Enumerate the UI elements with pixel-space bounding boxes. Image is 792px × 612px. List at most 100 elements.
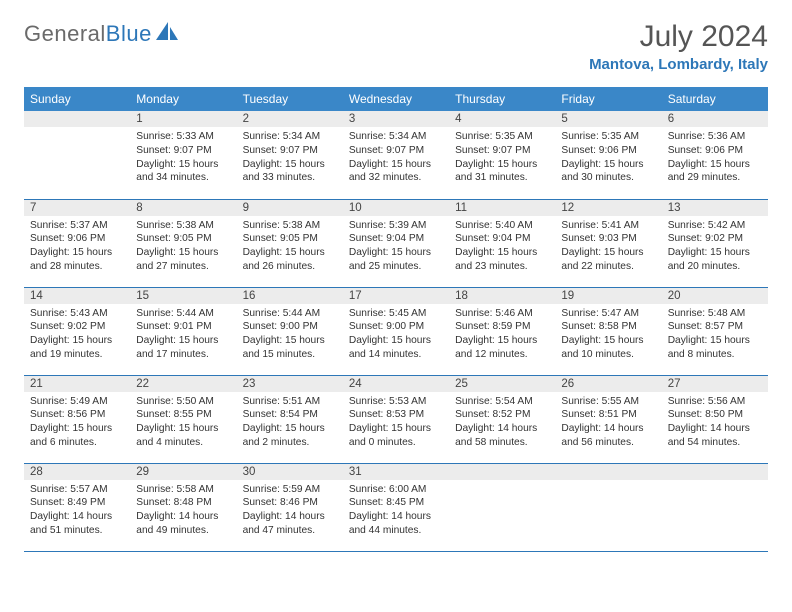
sunset-line: Sunset: 8:49 PM [30, 496, 124, 510]
day-number: 21 [24, 376, 130, 392]
daylight-line: Daylight: 15 hours and 32 minutes. [349, 158, 443, 186]
day-number: 14 [24, 288, 130, 304]
day-content: Sunrise: 5:44 AMSunset: 9:01 PMDaylight:… [130, 304, 236, 368]
day-number: 23 [237, 376, 343, 392]
sunset-line: Sunset: 9:07 PM [136, 144, 230, 158]
calendar-day-cell: 21Sunrise: 5:49 AMSunset: 8:56 PMDayligh… [24, 375, 130, 463]
calendar-day-cell: 3Sunrise: 5:34 AMSunset: 9:07 PMDaylight… [343, 111, 449, 199]
day-number [662, 464, 768, 480]
calendar-day-cell: 7Sunrise: 5:37 AMSunset: 9:06 PMDaylight… [24, 199, 130, 287]
daylight-line: Daylight: 15 hours and 0 minutes. [349, 422, 443, 450]
weekday-header: Saturday [662, 87, 768, 111]
daylight-line: Daylight: 15 hours and 14 minutes. [349, 334, 443, 362]
day-number: 26 [555, 376, 661, 392]
sunrise-line: Sunrise: 5:46 AM [455, 307, 549, 321]
day-number: 2 [237, 111, 343, 127]
day-content: Sunrise: 5:36 AMSunset: 9:06 PMDaylight:… [662, 127, 768, 191]
sunset-line: Sunset: 9:06 PM [668, 144, 762, 158]
day-number: 8 [130, 200, 236, 216]
calendar-day-cell: 2Sunrise: 5:34 AMSunset: 9:07 PMDaylight… [237, 111, 343, 199]
day-content: Sunrise: 5:53 AMSunset: 8:53 PMDaylight:… [343, 392, 449, 456]
day-content: Sunrise: 5:38 AMSunset: 9:05 PMDaylight:… [237, 216, 343, 280]
calendar-day-cell: 22Sunrise: 5:50 AMSunset: 8:55 PMDayligh… [130, 375, 236, 463]
daylight-line: Daylight: 15 hours and 26 minutes. [243, 246, 337, 274]
sunset-line: Sunset: 8:57 PM [668, 320, 762, 334]
day-number: 1 [130, 111, 236, 127]
sunset-line: Sunset: 9:01 PM [136, 320, 230, 334]
day-number: 24 [343, 376, 449, 392]
sunrise-line: Sunrise: 5:35 AM [561, 130, 655, 144]
daylight-line: Daylight: 15 hours and 25 minutes. [349, 246, 443, 274]
sunrise-line: Sunrise: 5:34 AM [349, 130, 443, 144]
day-content: Sunrise: 5:38 AMSunset: 9:05 PMDaylight:… [130, 216, 236, 280]
daylight-line: Daylight: 15 hours and 34 minutes. [136, 158, 230, 186]
daylight-line: Daylight: 15 hours and 23 minutes. [455, 246, 549, 274]
day-content: Sunrise: 5:55 AMSunset: 8:51 PMDaylight:… [555, 392, 661, 456]
calendar-week-row: 1Sunrise: 5:33 AMSunset: 9:07 PMDaylight… [24, 111, 768, 199]
daylight-line: Daylight: 15 hours and 31 minutes. [455, 158, 549, 186]
daylight-line: Daylight: 15 hours and 22 minutes. [561, 246, 655, 274]
sunset-line: Sunset: 8:48 PM [136, 496, 230, 510]
day-content: Sunrise: 5:48 AMSunset: 8:57 PMDaylight:… [662, 304, 768, 368]
day-content: Sunrise: 5:51 AMSunset: 8:54 PMDaylight:… [237, 392, 343, 456]
sunrise-line: Sunrise: 5:48 AM [668, 307, 762, 321]
sunrise-line: Sunrise: 5:38 AM [243, 219, 337, 233]
sunrise-line: Sunrise: 5:59 AM [243, 483, 337, 497]
calendar-day-cell: 13Sunrise: 5:42 AMSunset: 9:02 PMDayligh… [662, 199, 768, 287]
sunset-line: Sunset: 9:02 PM [668, 232, 762, 246]
day-number: 31 [343, 464, 449, 480]
sunrise-line: Sunrise: 5:45 AM [349, 307, 443, 321]
sunset-line: Sunset: 8:55 PM [136, 408, 230, 422]
sunset-line: Sunset: 9:05 PM [136, 232, 230, 246]
calendar-day-cell: 9Sunrise: 5:38 AMSunset: 9:05 PMDaylight… [237, 199, 343, 287]
weekday-header: Wednesday [343, 87, 449, 111]
sunrise-line: Sunrise: 5:34 AM [243, 130, 337, 144]
day-content: Sunrise: 5:59 AMSunset: 8:46 PMDaylight:… [237, 480, 343, 544]
calendar-day-cell: 27Sunrise: 5:56 AMSunset: 8:50 PMDayligh… [662, 375, 768, 463]
daylight-line: Daylight: 14 hours and 47 minutes. [243, 510, 337, 538]
day-number: 4 [449, 111, 555, 127]
calendar-day-cell: 8Sunrise: 5:38 AMSunset: 9:05 PMDaylight… [130, 199, 236, 287]
day-number: 25 [449, 376, 555, 392]
calendar-day-cell [449, 463, 555, 551]
day-number: 6 [662, 111, 768, 127]
daylight-line: Daylight: 15 hours and 8 minutes. [668, 334, 762, 362]
logo: GeneralBlue [24, 20, 180, 47]
calendar-day-cell: 17Sunrise: 5:45 AMSunset: 9:00 PMDayligh… [343, 287, 449, 375]
title-block: July 2024 Mantova, Lombardy, Italy [589, 20, 768, 73]
location: Mantova, Lombardy, Italy [589, 56, 768, 73]
calendar-day-cell [555, 463, 661, 551]
day-content: Sunrise: 5:34 AMSunset: 9:07 PMDaylight:… [343, 127, 449, 191]
sunset-line: Sunset: 8:58 PM [561, 320, 655, 334]
calendar-day-cell: 15Sunrise: 5:44 AMSunset: 9:01 PMDayligh… [130, 287, 236, 375]
day-content: Sunrise: 5:40 AMSunset: 9:04 PMDaylight:… [449, 216, 555, 280]
sunset-line: Sunset: 8:51 PM [561, 408, 655, 422]
calendar-day-cell: 19Sunrise: 5:47 AMSunset: 8:58 PMDayligh… [555, 287, 661, 375]
daylight-line: Daylight: 15 hours and 10 minutes. [561, 334, 655, 362]
sunrise-line: Sunrise: 5:50 AM [136, 395, 230, 409]
calendar-day-cell: 6Sunrise: 5:36 AMSunset: 9:06 PMDaylight… [662, 111, 768, 199]
day-number: 17 [343, 288, 449, 304]
calendar-day-cell: 31Sunrise: 6:00 AMSunset: 8:45 PMDayligh… [343, 463, 449, 551]
daylight-line: Daylight: 15 hours and 20 minutes. [668, 246, 762, 274]
calendar-day-cell [24, 111, 130, 199]
sunrise-line: Sunrise: 5:58 AM [136, 483, 230, 497]
daylight-line: Daylight: 15 hours and 6 minutes. [30, 422, 124, 450]
logo-part1: General [24, 21, 106, 46]
calendar-day-cell: 30Sunrise: 5:59 AMSunset: 8:46 PMDayligh… [237, 463, 343, 551]
sunset-line: Sunset: 9:06 PM [30, 232, 124, 246]
calendar-week-row: 7Sunrise: 5:37 AMSunset: 9:06 PMDaylight… [24, 199, 768, 287]
daylight-line: Daylight: 15 hours and 12 minutes. [455, 334, 549, 362]
sunset-line: Sunset: 8:56 PM [30, 408, 124, 422]
weekday-header: Monday [130, 87, 236, 111]
sunrise-line: Sunrise: 5:51 AM [243, 395, 337, 409]
day-content: Sunrise: 6:00 AMSunset: 8:45 PMDaylight:… [343, 480, 449, 544]
daylight-line: Daylight: 14 hours and 44 minutes. [349, 510, 443, 538]
daylight-line: Daylight: 15 hours and 29 minutes. [668, 158, 762, 186]
day-content: Sunrise: 5:58 AMSunset: 8:48 PMDaylight:… [130, 480, 236, 544]
calendar-day-cell: 14Sunrise: 5:43 AMSunset: 9:02 PMDayligh… [24, 287, 130, 375]
day-number [449, 464, 555, 480]
day-number [24, 111, 130, 127]
daylight-line: Daylight: 14 hours and 54 minutes. [668, 422, 762, 450]
sunset-line: Sunset: 8:59 PM [455, 320, 549, 334]
